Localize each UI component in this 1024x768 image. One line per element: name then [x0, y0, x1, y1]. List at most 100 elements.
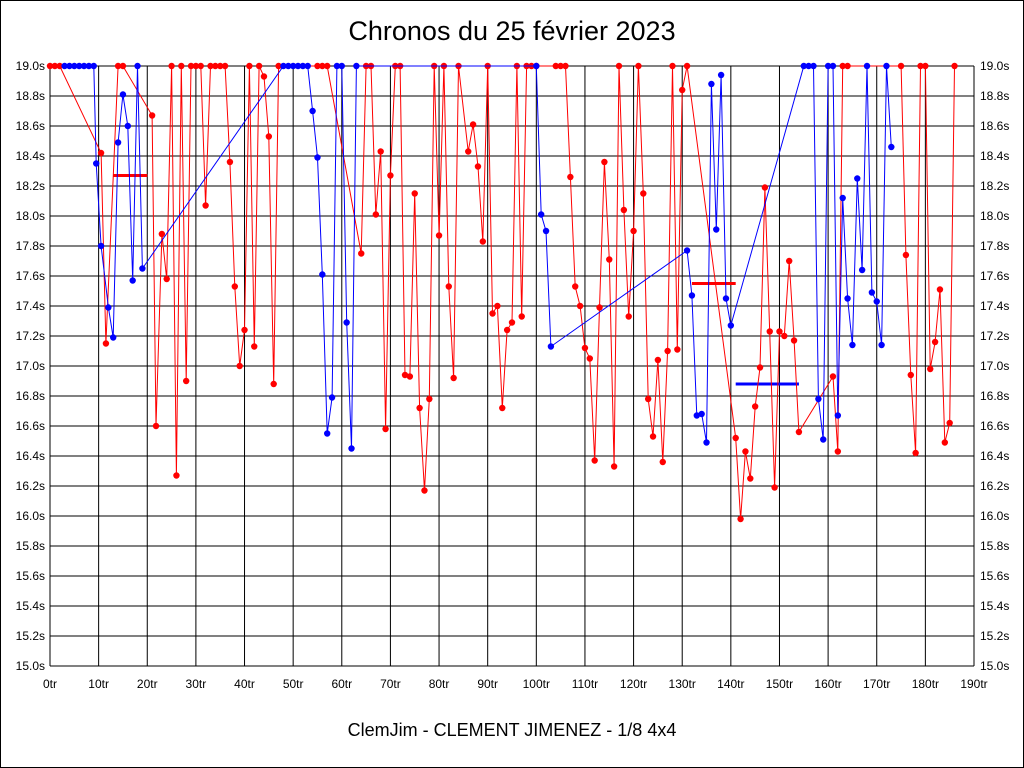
y-tick-label-left: 17.2s — [16, 329, 45, 343]
x-tick-label: 170tr — [863, 677, 890, 691]
data-point — [134, 62, 141, 70]
data-point — [751, 403, 759, 410]
data-point — [839, 194, 846, 202]
data-point — [324, 62, 331, 70]
x-tick-label: 80tr — [429, 677, 450, 691]
x-tick-label: 130tr — [669, 677, 696, 691]
y-tick-label-right: 18.0s — [980, 209, 1009, 223]
data-point — [85, 62, 93, 70]
data-point — [839, 62, 846, 70]
x-tick-label: 10tr — [88, 677, 109, 691]
data-point — [732, 434, 739, 442]
x-tick-label: 30tr — [186, 677, 207, 691]
y-tick-label-right: 16.2s — [980, 479, 1009, 493]
y-tick-label-right: 18.2s — [980, 179, 1009, 193]
series-line-0 — [50, 65, 955, 520]
data-point — [878, 341, 885, 349]
data-point — [941, 439, 949, 446]
data-point — [659, 458, 666, 466]
data-point — [426, 395, 433, 403]
data-point — [494, 302, 501, 310]
data-point — [358, 250, 365, 257]
data-point — [922, 62, 929, 70]
data-point — [508, 319, 516, 326]
y-tick-label-left: 15.6s — [16, 569, 45, 583]
data-point — [260, 73, 268, 80]
y-tick-label-right: 16.0s — [980, 509, 1009, 523]
y-tick-label-left: 16.2s — [16, 479, 45, 493]
data-point — [236, 362, 243, 370]
y-tick-label-left: 15.4s — [16, 599, 45, 613]
data-point — [474, 163, 482, 170]
data-point — [299, 62, 307, 70]
data-point — [868, 289, 876, 296]
data-point — [226, 158, 234, 166]
data-point — [280, 62, 287, 70]
data-point — [61, 62, 68, 70]
data-point — [324, 430, 331, 437]
data-point — [863, 62, 871, 70]
data-point — [912, 449, 919, 457]
y-tick-label-left: 18.0s — [16, 209, 45, 223]
data-point — [411, 190, 418, 197]
data-point — [387, 172, 394, 179]
data-point — [265, 133, 273, 140]
data-point — [51, 62, 59, 70]
x-tick-label: 90tr — [477, 677, 498, 691]
data-point — [703, 439, 710, 446]
data-point — [615, 62, 623, 70]
data-point — [110, 334, 117, 341]
y-tick-label-right: 15.6s — [980, 569, 1009, 583]
y-tick-label-right: 15.8s — [980, 539, 1009, 553]
data-point — [640, 190, 647, 197]
data-point — [518, 313, 525, 320]
data-point — [251, 343, 258, 350]
data-point — [727, 322, 735, 329]
data-point — [936, 286, 944, 293]
y-tick-label-right: 17.8s — [980, 239, 1009, 253]
data-point — [80, 62, 88, 70]
data-point — [537, 211, 545, 218]
x-tick-label: 20tr — [137, 677, 158, 691]
data-point — [97, 242, 105, 250]
data-point — [756, 364, 764, 371]
data-point — [805, 62, 812, 70]
data-point — [815, 395, 822, 403]
y-tick-label-right: 16.8s — [980, 389, 1009, 403]
data-point — [217, 62, 224, 70]
data-point — [829, 62, 837, 70]
data-point — [795, 428, 803, 436]
y-tick-label-right: 17.4s — [980, 299, 1009, 313]
data-point — [854, 175, 861, 182]
x-tick-label: 0tr — [43, 677, 57, 691]
x-tick-label: 160tr — [814, 677, 841, 691]
data-point — [625, 313, 632, 320]
data-point — [742, 448, 749, 455]
data-point — [844, 62, 851, 70]
data-point — [304, 62, 311, 70]
data-point — [105, 304, 112, 311]
data-point — [820, 436, 827, 443]
data-point — [849, 341, 856, 349]
data-point — [713, 226, 720, 233]
data-point — [319, 62, 326, 70]
chart-title: Chronos du 25 février 2023 — [348, 16, 676, 46]
x-tick-label: 60tr — [331, 677, 352, 691]
data-point — [907, 371, 914, 379]
data-point — [829, 373, 837, 380]
data-point — [338, 62, 345, 70]
data-point — [931, 338, 939, 346]
data-point — [917, 62, 924, 70]
data-point — [902, 251, 910, 259]
data-point — [285, 62, 292, 70]
data-point — [552, 62, 559, 70]
y-tick-label-left: 18.8s — [16, 89, 45, 103]
data-point — [888, 143, 895, 151]
data-point — [202, 202, 209, 209]
data-point — [231, 283, 238, 290]
data-point — [572, 283, 579, 290]
data-point — [465, 148, 472, 155]
data-point — [416, 404, 423, 412]
data-point — [114, 62, 122, 70]
data-point — [97, 149, 105, 157]
